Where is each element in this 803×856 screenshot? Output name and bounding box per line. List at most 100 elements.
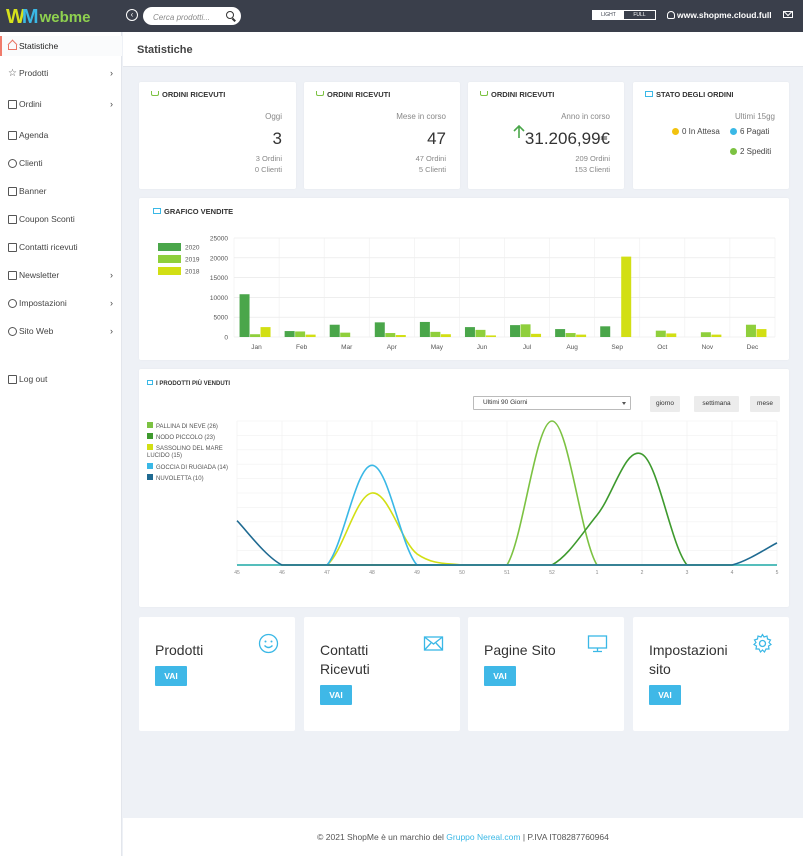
nav-card-title: Contatti Ricevuti (320, 642, 370, 677)
x-tick-label: Jan (251, 344, 262, 351)
bar (600, 326, 611, 337)
bar (555, 329, 566, 337)
status-paid: 6 Pagati (730, 127, 769, 136)
range-month-button[interactable]: mese (750, 396, 780, 412)
book-icon (8, 130, 17, 140)
sidebar-item-label: Sito Web (19, 326, 54, 336)
gear-icon (753, 633, 772, 654)
legend-item[interactable]: GOCCIA DI RUGIADA (14) (147, 463, 232, 472)
x-tick-label: 48 (369, 570, 375, 576)
legend-label: 2019 (185, 257, 200, 264)
search-icon[interactable] (226, 11, 234, 19)
vai-pagine-button[interactable]: VAI (484, 666, 516, 686)
y-tick-label: 20000 (210, 255, 228, 262)
logo-mark-icon: WM (6, 6, 38, 28)
bar (464, 327, 475, 337)
sidebar-item-newsletter[interactable]: Newsletter › (0, 265, 122, 285)
cart-icon (316, 91, 324, 96)
page-title: Statistiche (137, 44, 193, 56)
sidebar-item-label: Ordini (19, 99, 42, 109)
sidebar-item-statistiche[interactable]: Statistiche (0, 36, 122, 56)
bar (510, 325, 521, 337)
chevron-right-icon: › (110, 270, 113, 280)
vai-prodotti-button[interactable]: VAI (155, 666, 187, 686)
bar (374, 322, 385, 337)
stat-orders: 47 Ordini (415, 154, 446, 163)
logo[interactable]: WM webme (6, 6, 90, 28)
legend-item[interactable]: NUVOLETTA (10) (147, 474, 232, 483)
order-status-period: Ultimi 15gg (734, 112, 775, 121)
bar (475, 329, 486, 337)
legend-item[interactable]: NODO PICCOLO (23) (147, 433, 232, 442)
stat-clients: 5 Clienti (418, 165, 446, 174)
x-tick-label: 1 (596, 570, 599, 576)
theme-light-option[interactable]: LIGHT (593, 11, 624, 19)
vai-impostazioni-button[interactable]: VAI (649, 685, 681, 705)
footer-vat: | P.IVA IT08287760964 (520, 832, 609, 842)
chevron-right-icon: › (110, 99, 113, 109)
sidebar-item-label: Prodotti (19, 68, 49, 78)
mail-icon[interactable] (783, 11, 793, 18)
theme-toggle[interactable]: LIGHT FULL (592, 10, 656, 20)
sidebar-item-contatti-ricevuti[interactable]: Contatti ricevuti (0, 237, 122, 257)
legend-item[interactable]: SASSOLINO DEL MARE LUCIDO (15) (147, 444, 232, 460)
search-input[interactable] (143, 8, 221, 27)
x-tick-label: 50 (459, 570, 465, 576)
user-menu[interactable]: www.shopme.cloud.full (667, 10, 772, 20)
bar (565, 333, 576, 337)
sidebar-item-ordini[interactable]: Ordini › (0, 94, 122, 114)
footer-copyright: © 2021 ShopMe è un marchio del (317, 832, 447, 842)
bar (520, 324, 531, 337)
bar (666, 333, 677, 337)
x-tick-label: May (431, 344, 444, 351)
sidebar-item-log-out[interactable]: Log out (0, 369, 122, 389)
sales-chart: 0 5000 10000 15000 20000 25000 Jan Feb Mar Apr May… (158, 236, 776, 351)
sidebar-item-prodotti[interactable]: ☆ Prodotti › (0, 63, 122, 83)
range-day-button[interactable]: giorno (650, 396, 680, 412)
legend-swatch (158, 255, 181, 263)
stat-period: Anno in corso (561, 112, 610, 121)
legend-item[interactable]: PALLINA DI NEVE (26) (147, 422, 232, 431)
series-line (236, 520, 778, 566)
sidebar-item-label: Newsletter (19, 270, 60, 280)
bar (260, 327, 271, 337)
top-products-card: I PRODOTTI PIÙ VENDUTI Ultimi 90 Giorni … (139, 369, 789, 607)
status-dot (672, 128, 679, 135)
sidebar-item-banner[interactable]: Banner (0, 181, 122, 201)
sidebar-item-coupon-sconti[interactable]: Coupon Sconti (0, 209, 122, 229)
top-products-title: I PRODOTTI PIÙ VENDUTI (147, 380, 230, 387)
monitor-icon (645, 91, 653, 97)
status-shipped: 2 Spediti (730, 147, 771, 156)
sidebar-item-label: Coupon Sconti (19, 214, 75, 224)
vai-contatti-button[interactable]: VAI (320, 685, 352, 705)
sidebar-item-label: Banner (19, 186, 47, 196)
period-select[interactable]: Ultimi 90 Giorni (473, 396, 631, 410)
sidebar-item-sito-web[interactable]: Sito Web › (0, 321, 122, 341)
stat-title: ORDINI RICEVUTI (151, 90, 225, 99)
y-tick-label: 25000 (210, 236, 228, 243)
legend-swatch (147, 463, 153, 469)
footer-link[interactable]: Gruppo Nereal.com (446, 832, 521, 842)
sidebar-item-agenda[interactable]: Agenda (0, 125, 122, 145)
monitor-icon (153, 208, 161, 214)
x-tick-label: Nov (702, 344, 714, 351)
bar (756, 329, 767, 337)
bar (711, 334, 722, 337)
sidebar-item-clienti[interactable]: Clienti (0, 153, 122, 173)
theme-full-option[interactable]: FULL (633, 12, 646, 18)
x-tick-label: Dec (747, 344, 759, 351)
range-week-button[interactable]: settimana (694, 396, 739, 412)
legend-label: SASSOLINO DEL MARE LUCIDO (15) (147, 446, 223, 459)
sidebar-item-impostazioni[interactable]: Impostazioni › (0, 293, 122, 313)
x-tick-label: 52 (549, 570, 555, 576)
bar (305, 334, 316, 337)
back-circle-icon[interactable]: ‹ (126, 9, 138, 21)
nav-card-title: Impostazioni sito (649, 642, 728, 677)
stat-clients: 0 Clienti (254, 165, 282, 174)
y-tick-label: 5000 (214, 315, 229, 322)
legend-swatch (147, 433, 153, 439)
bar (340, 332, 351, 337)
x-tick-label: Jun (477, 344, 488, 351)
stat-value: 47 (427, 129, 446, 148)
status-pending: 0 In Attesa (672, 127, 720, 136)
